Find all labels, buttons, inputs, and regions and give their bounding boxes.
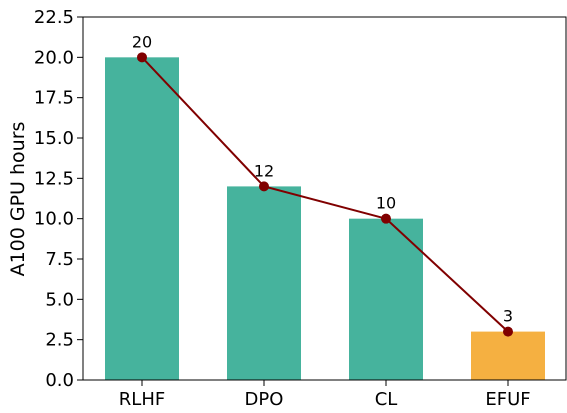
- data-label-rlhf: 20: [132, 32, 152, 51]
- y-tick-label: 15.0: [34, 128, 74, 149]
- axes-layer: [77, 16, 567, 386]
- line-point-cl: [381, 213, 391, 224]
- line-point-rlhf: [137, 52, 147, 63]
- x-tick-label-cl: CL: [375, 389, 398, 409]
- bar-rlhf: [105, 57, 179, 380]
- y-tick-label: 7.5: [45, 249, 74, 270]
- x-tick-label-dpo: DPO: [245, 389, 284, 409]
- bars-layer: [105, 57, 545, 380]
- x-tick-label-efuf: EFUF: [485, 389, 530, 409]
- y-tick-label: 20.0: [34, 47, 74, 68]
- y-axis-title: A100 GPU hours: [7, 122, 29, 277]
- y-tick-label: 0.0: [45, 370, 74, 391]
- y-tick-label: 22.5: [34, 7, 74, 28]
- data-label-dpo: 12: [254, 161, 274, 180]
- data-label-efuf: 3: [503, 307, 513, 326]
- y-tick-label: 10.0: [34, 209, 74, 230]
- plot-frame: [82, 16, 567, 381]
- line-layer: [137, 52, 513, 337]
- line-point-efuf: [503, 326, 513, 337]
- y-tick-label: 17.5: [34, 88, 74, 109]
- data-label-cl: 10: [376, 194, 396, 213]
- y-tick-label: 5.0: [45, 289, 74, 310]
- y-tick-label: 12.5: [34, 168, 74, 189]
- bar-efuf: [471, 331, 545, 380]
- bar-dpo: [227, 186, 301, 380]
- line-point-dpo: [259, 181, 269, 192]
- bar-cl: [349, 218, 423, 380]
- labels-layer: 0.0 2.5 5.0 7.5 10.0 12.5 15.0 17.5 20.0 22.5 RLHF…: [34, 7, 531, 410]
- y-tick-label: 2.5: [45, 330, 74, 351]
- trend-line: [141, 56, 509, 333]
- x-tick-label-rlhf: RLHF: [119, 389, 165, 409]
